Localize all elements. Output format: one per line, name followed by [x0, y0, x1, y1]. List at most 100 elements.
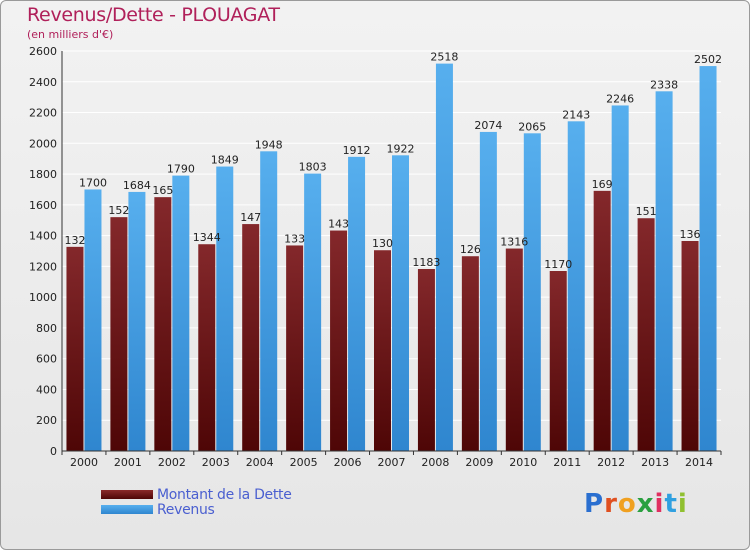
bar-dette	[154, 197, 172, 451]
data-label-dette: 132	[64, 234, 85, 247]
data-label-revenus: 1922	[387, 142, 415, 155]
legend-item-revenus: Revenus	[101, 501, 292, 518]
bar-revenus	[479, 131, 497, 451]
data-label-revenus: 1684	[123, 179, 151, 192]
bar-dette	[374, 250, 391, 451]
x-tick-label: 2005	[290, 456, 318, 469]
bar-revenus	[84, 189, 102, 451]
y-tick-label: 1600	[29, 199, 57, 212]
data-label-dette: 165	[152, 184, 173, 197]
data-label-dette: 1170	[544, 258, 572, 271]
data-label-revenus: 2065	[518, 120, 546, 133]
y-tick-label: 1800	[29, 168, 57, 181]
bar-revenus	[260, 151, 278, 452]
data-label-dette: 133	[284, 232, 305, 245]
x-tick-label: 2008	[421, 456, 449, 469]
chart-subtitle: (en milliers d'€)	[27, 28, 114, 41]
x-tick-label: 2011	[553, 456, 581, 469]
data-label-revenus: 1948	[255, 138, 283, 151]
x-tick-label: 2002	[158, 456, 186, 469]
data-label-dette: 130	[372, 237, 393, 250]
bar-dette	[110, 217, 128, 451]
data-labels: 132 1700 152 1684 165 1790 1344 1849 147 1948 133 1…	[64, 51, 722, 271]
data-label-dette: 136	[680, 228, 701, 241]
bar-revenus	[304, 173, 322, 451]
data-label-revenus: 2074	[474, 119, 502, 132]
legend-item-dette: Montant de la Dette	[101, 486, 292, 503]
logo-letter: t	[664, 489, 678, 519]
data-label-dette: 151	[636, 205, 657, 218]
legend-swatch-dette	[101, 490, 153, 499]
y-tick-label: 800	[36, 322, 57, 335]
data-label-dette: 1183	[412, 256, 440, 269]
legend-label-dette: Montant de la Dette	[157, 486, 292, 503]
data-label-revenus: 2502	[694, 53, 722, 66]
bar-revenus	[523, 133, 541, 452]
bar-dette	[66, 246, 84, 451]
data-label-revenus: 1849	[211, 154, 239, 167]
bar-revenus	[348, 156, 366, 451]
legend-swatch-revenus	[101, 505, 153, 514]
bar-dette	[242, 224, 260, 451]
axes: 0 200 400 600 800 1000 1200 1400 1600 1800 2000 220…	[29, 45, 722, 469]
bar-revenus	[216, 166, 234, 452]
bar-revenus	[655, 91, 673, 452]
y-tick-label: 1200	[29, 260, 57, 273]
bar-revenus	[611, 105, 629, 451]
data-label-dette: 152	[108, 204, 129, 217]
bar-revenus	[699, 66, 717, 452]
x-tick-label: 2012	[597, 456, 625, 469]
bar-revenus	[567, 121, 585, 452]
proxiti-logo: Proxiti	[584, 489, 688, 519]
data-label-revenus: 1912	[343, 144, 371, 157]
bar-dette	[549, 271, 567, 451]
data-label-revenus: 1790	[167, 163, 195, 176]
data-label-revenus: 1803	[299, 161, 327, 174]
data-label-revenus: 2246	[606, 92, 634, 105]
data-label-dette: 126	[460, 243, 481, 256]
y-tick-label: 2000	[29, 137, 57, 150]
bar-dette	[461, 256, 479, 451]
logo-letter: i	[654, 489, 665, 519]
y-tick-label: 600	[36, 353, 57, 366]
y-tick-label: 400	[36, 383, 57, 396]
bar-dette	[505, 248, 523, 451]
chart-title: Revenus/Dette - PLOUAGAT	[27, 4, 280, 26]
bar-dette	[593, 190, 611, 451]
x-tick-label: 2013	[641, 456, 669, 469]
logo-letter: o	[617, 489, 637, 519]
x-tick-label: 2014	[685, 456, 713, 469]
x-tick-label: 2009	[465, 456, 493, 469]
data-label-revenus: 2143	[562, 108, 590, 121]
x-tick-label: 2010	[509, 456, 537, 469]
bar-revenus	[128, 191, 146, 451]
bar-revenus	[435, 63, 453, 451]
data-label-dette: 147	[240, 211, 261, 224]
y-tick-label: 2600	[29, 45, 57, 58]
gridlines	[62, 50, 721, 421]
x-tick-label: 2000	[70, 456, 98, 469]
bar-revenus	[392, 155, 409, 452]
legend-label-revenus: Revenus	[157, 501, 215, 518]
x-tick-label: 2004	[246, 456, 274, 469]
x-tick-label: 2001	[114, 456, 142, 469]
logo-letter: x	[636, 489, 655, 519]
bar-dette	[637, 218, 655, 451]
bar-dette	[198, 244, 216, 451]
y-tick-label: 0	[50, 445, 57, 458]
y-tick-label: 2400	[29, 76, 57, 89]
x-tick-label: 2006	[334, 456, 362, 469]
bar-dette	[417, 269, 435, 451]
logo-letter: P	[584, 489, 605, 519]
data-label-dette: 143	[328, 218, 349, 231]
y-tick-label: 1000	[29, 291, 57, 304]
bar-revenus	[172, 175, 190, 451]
data-label-revenus: 2518	[430, 51, 458, 64]
data-label-revenus: 2338	[650, 78, 678, 91]
y-tick-label: 2200	[29, 107, 57, 120]
data-label-dette: 169	[592, 178, 613, 191]
bars	[66, 63, 717, 452]
data-label-revenus: 1700	[79, 176, 107, 189]
